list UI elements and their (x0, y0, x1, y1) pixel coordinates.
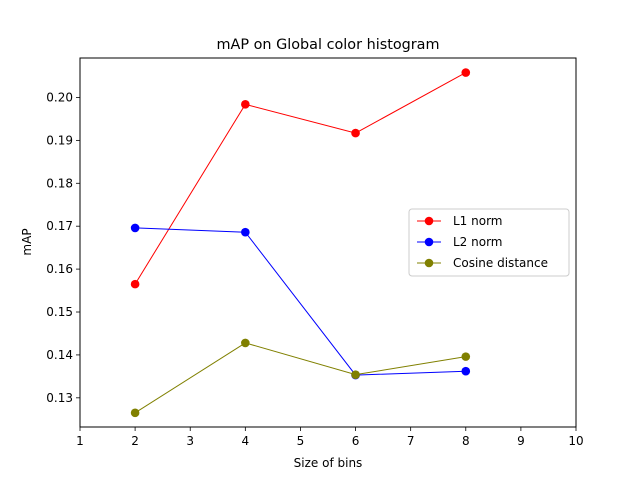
chart-title: mAP on Global color histogram (216, 37, 439, 53)
legend: L1 norm L2 norm Cosine distance (408, 208, 570, 277)
y-tick-label: 0.18 (46, 176, 73, 190)
series-line (134, 72, 467, 285)
x-tick-label: 10 (568, 434, 583, 448)
y-tick-label: 0.17 (46, 219, 73, 233)
data-point (241, 100, 250, 109)
y-axis: 0.13 0.14 0.15 0.16 0.17 0.18 0.19 0.20 (46, 90, 80, 405)
plot-area (79, 57, 577, 428)
legend-swatch-marker (424, 237, 434, 247)
y-tick-label: 0.15 (46, 305, 73, 319)
data-point (351, 128, 360, 138)
x-tick-label: 7 (407, 434, 415, 448)
data-point (130, 223, 140, 233)
data-point (130, 279, 140, 289)
plot-frame (79, 57, 577, 428)
legend-swatch-marker (424, 258, 434, 268)
data-point (130, 408, 140, 418)
x-tick-label: 6 (352, 434, 360, 448)
y-tick-label: 0.16 (46, 262, 73, 276)
series-1 (130, 68, 471, 289)
legend-item: L2 norm (417, 235, 503, 249)
x-tick-label: 5 (297, 434, 305, 448)
legend-label: L1 norm (453, 214, 503, 228)
data-point (461, 352, 471, 361)
data-point (461, 366, 471, 376)
x-axis-label: Size of bins (294, 456, 363, 470)
data-point (351, 370, 360, 379)
legend-item: Cosine distance (417, 256, 548, 270)
x-tick-label: 2 (131, 434, 139, 448)
x-tick-label: 4 (242, 434, 250, 448)
series-line (135, 227, 466, 376)
legend-label: Cosine distance (453, 256, 548, 270)
legend-item: L1 norm (417, 214, 503, 228)
x-axis: 1 2 3 4 5 6 7 8 9 10 (76, 427, 584, 448)
series-3 (130, 338, 471, 418)
x-tick-label: 9 (517, 434, 525, 448)
y-tick-label: 0.14 (46, 348, 73, 362)
legend-frame (408, 208, 570, 277)
legend-swatch-marker (424, 216, 434, 226)
x-tick-label: 8 (462, 434, 470, 448)
data-point (241, 338, 250, 348)
series-line (134, 342, 466, 414)
legend-label: L2 norm (453, 235, 503, 249)
data-point (461, 68, 471, 77)
data-point (241, 227, 250, 237)
y-tick-label: 0.20 (46, 90, 73, 104)
y-tick-label: 0.13 (46, 391, 73, 405)
y-axis-label: mAP (20, 228, 34, 255)
y-tick-label: 0.19 (46, 133, 73, 147)
x-tick-label: 3 (186, 434, 194, 448)
series-group (130, 68, 471, 418)
x-tick-label: 1 (76, 434, 84, 448)
